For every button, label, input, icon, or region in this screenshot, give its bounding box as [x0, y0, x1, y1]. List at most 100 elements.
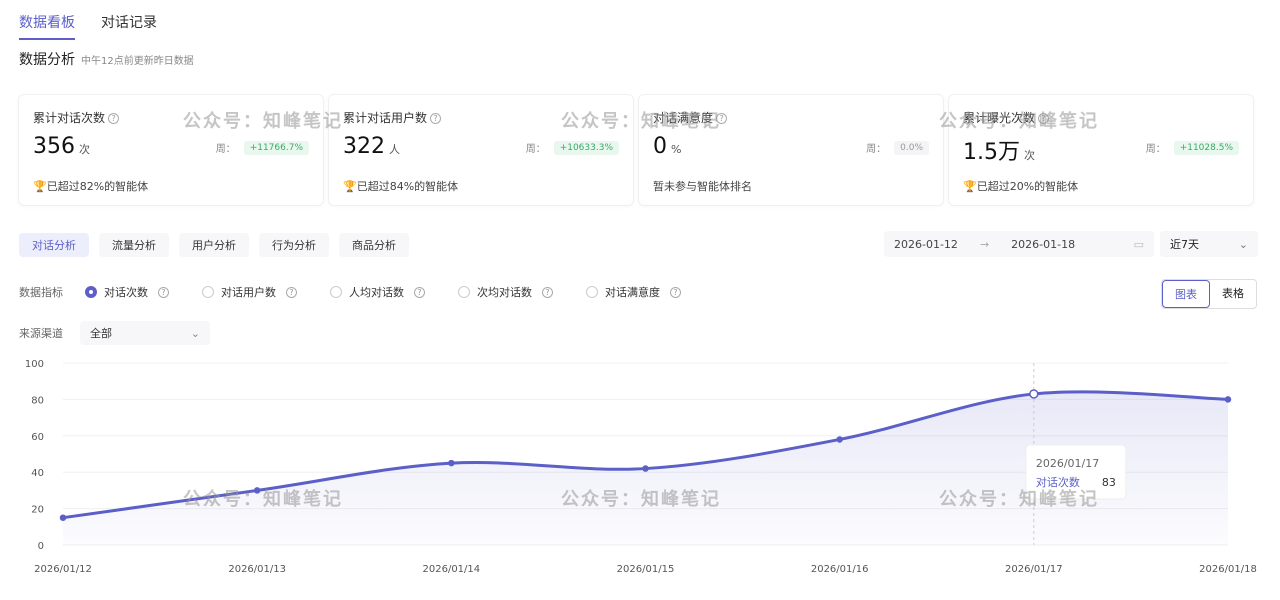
- source-label: 来源渠道: [19, 327, 63, 340]
- data-point: [1029, 389, 1039, 399]
- week-label: 周：: [215, 144, 236, 155]
- week-change-badge: +10633.3%: [553, 140, 619, 155]
- tab-dashboard[interactable]: 数据看板: [19, 12, 75, 40]
- card-unit: 次: [1024, 149, 1035, 162]
- metric-label: 数据指标: [19, 286, 63, 299]
- analysis-tab[interactable]: 用户分析: [179, 233, 249, 257]
- week-change-badge: 0.0%: [894, 140, 929, 155]
- help-icon[interactable]: ?: [670, 286, 681, 298]
- x-tick-label: 2026/01/12: [34, 564, 92, 575]
- metric-option-label: 次均对话数: [477, 286, 532, 299]
- x-tick-label: 2026/01/18: [1199, 564, 1257, 575]
- card-value: 0%: [653, 134, 929, 159]
- stat-card: 累计曝光次数? 1.5万次 周： +11028.5% 🏆已超过20%的智能体: [948, 94, 1254, 206]
- chart-view-button[interactable]: 图表: [1162, 280, 1210, 308]
- card-title-text: 累计曝光次数: [963, 111, 1036, 125]
- week-change: 周： 0.0%: [866, 140, 929, 155]
- radio-circle[interactable]: [458, 286, 470, 298]
- radio-circle[interactable]: [330, 286, 342, 298]
- card-unit: 次: [79, 143, 90, 156]
- week-change: 周： +11766.7%: [216, 140, 309, 155]
- y-tick-label: 0: [38, 541, 44, 552]
- card-footer-text: 已超过20%的智能体: [976, 180, 1079, 193]
- help-icon[interactable]: ?: [1038, 113, 1050, 124]
- y-tick-label: 20: [31, 505, 44, 516]
- card-value: 356 次: [33, 134, 309, 159]
- metric-radio[interactable]: 对话次数?: [85, 284, 169, 300]
- y-tick-label: 60: [31, 432, 44, 443]
- metric-radio[interactable]: 次均对话数?: [458, 284, 553, 300]
- x-tick-label: 2026/01/14: [423, 564, 481, 575]
- stat-card: 累计对话用户数? 322 人 周： +10633.3% 🏆已超过84%的智能体: [328, 94, 634, 206]
- metric-radio[interactable]: 对话用户数?: [202, 284, 297, 300]
- metric-option-label: 对话满意度: [605, 286, 660, 299]
- data-point: [1224, 396, 1232, 403]
- help-icon[interactable]: ?: [286, 286, 297, 298]
- date-range-picker[interactable]: 2026-01-12 → 2026-01-18 ▭: [884, 231, 1154, 257]
- card-value-number: 356: [33, 134, 75, 159]
- stat-card: 对话满意度? 0% 周： 0.0% 暂未参与智能体排名: [638, 94, 944, 206]
- analysis-tab[interactable]: 商品分析: [339, 233, 409, 257]
- analysis-tabs: 对话分析 流量分析 用户分析 行为分析 商品分析: [19, 233, 409, 257]
- data-point: [253, 487, 261, 494]
- tooltip-label: 对话次数: [1036, 475, 1080, 489]
- source-select[interactable]: 全部 ⌄: [80, 321, 210, 345]
- metric-option-label: 对话用户数: [221, 286, 276, 299]
- date-start[interactable]: 2026-01-12: [894, 237, 958, 251]
- analysis-tab[interactable]: 对话分析: [19, 233, 89, 257]
- x-tick-label: 2026/01/15: [617, 564, 675, 575]
- week-label: 周：: [1145, 144, 1166, 155]
- tooltip-date: 2026/01/17: [1036, 457, 1099, 470]
- metric-radio[interactable]: 人均对话数?: [330, 284, 425, 300]
- card-title: 累计对话次数?: [33, 109, 309, 126]
- metric-radio[interactable]: 对话满意度?: [586, 284, 681, 300]
- y-tick-label: 80: [31, 395, 44, 406]
- analysis-tab[interactable]: 流量分析: [99, 233, 169, 257]
- card-value-number: 0: [653, 134, 667, 159]
- metric-selector: 数据指标 对话次数? 对话用户数? 人均对话数? 次均对话数? 对话满意度?: [19, 284, 714, 300]
- help-icon[interactable]: ?: [542, 286, 553, 298]
- card-title: 对话满意度?: [653, 109, 929, 126]
- chevron-down-icon: ⌄: [1238, 237, 1248, 251]
- week-label: 周：: [525, 144, 546, 155]
- x-tick-label: 2026/01/17: [1005, 564, 1063, 575]
- analysis-tab[interactable]: 行为分析: [259, 233, 329, 257]
- radio-circle[interactable]: [85, 286, 97, 298]
- data-point: [836, 436, 843, 443]
- card-footer: 🏆已超过20%的智能体: [963, 178, 1078, 194]
- preset-range-select[interactable]: 近7天 ⌄: [1160, 231, 1258, 257]
- section-title: 数据分析: [19, 52, 75, 68]
- help-icon[interactable]: ?: [430, 113, 442, 124]
- radio-circle[interactable]: [202, 286, 214, 298]
- date-end[interactable]: 2026-01-18: [1011, 237, 1076, 251]
- card-footer-text: 已超过82%的智能体: [46, 180, 149, 193]
- preset-value: 近7天: [1170, 238, 1199, 251]
- source-value: 全部: [90, 327, 112, 340]
- tooltip-value: 83: [1102, 476, 1116, 489]
- help-icon[interactable]: ?: [158, 286, 169, 298]
- data-point: [642, 465, 649, 472]
- card-title: 累计对话用户数?: [343, 109, 619, 126]
- help-icon[interactable]: ?: [716, 113, 728, 124]
- section-header: 数据分析 中午12点前更新昨日数据: [19, 49, 194, 69]
- section-note: 中午12点前更新昨日数据: [81, 56, 194, 67]
- card-title-text: 对话满意度: [653, 111, 714, 125]
- card-title-text: 累计对话次数: [33, 111, 106, 125]
- y-tick-label: 100: [25, 359, 44, 370]
- date-arrow: →: [979, 237, 990, 251]
- tooltip: [1025, 444, 1127, 500]
- help-icon[interactable]: ?: [414, 286, 425, 298]
- x-tick-label: 2026/01/13: [228, 564, 286, 575]
- tab-conversation-records[interactable]: 对话记录: [101, 15, 157, 31]
- calendar-icon: ▭: [1133, 237, 1144, 251]
- card-unit: %: [671, 143, 682, 156]
- source-filter: 来源渠道 全部 ⌄: [19, 321, 210, 345]
- card-footer: 🏆已超过82%的智能体: [33, 178, 148, 194]
- top-tabs: 数据看板 对话记录: [19, 12, 157, 40]
- radio-circle[interactable]: [586, 286, 598, 298]
- table-view-button[interactable]: 表格: [1222, 287, 1244, 300]
- help-icon[interactable]: ?: [108, 113, 120, 124]
- trophy-icon: 🏆: [33, 180, 47, 193]
- week-label: 周：: [866, 144, 887, 155]
- card-title: 累计曝光次数?: [963, 109, 1239, 126]
